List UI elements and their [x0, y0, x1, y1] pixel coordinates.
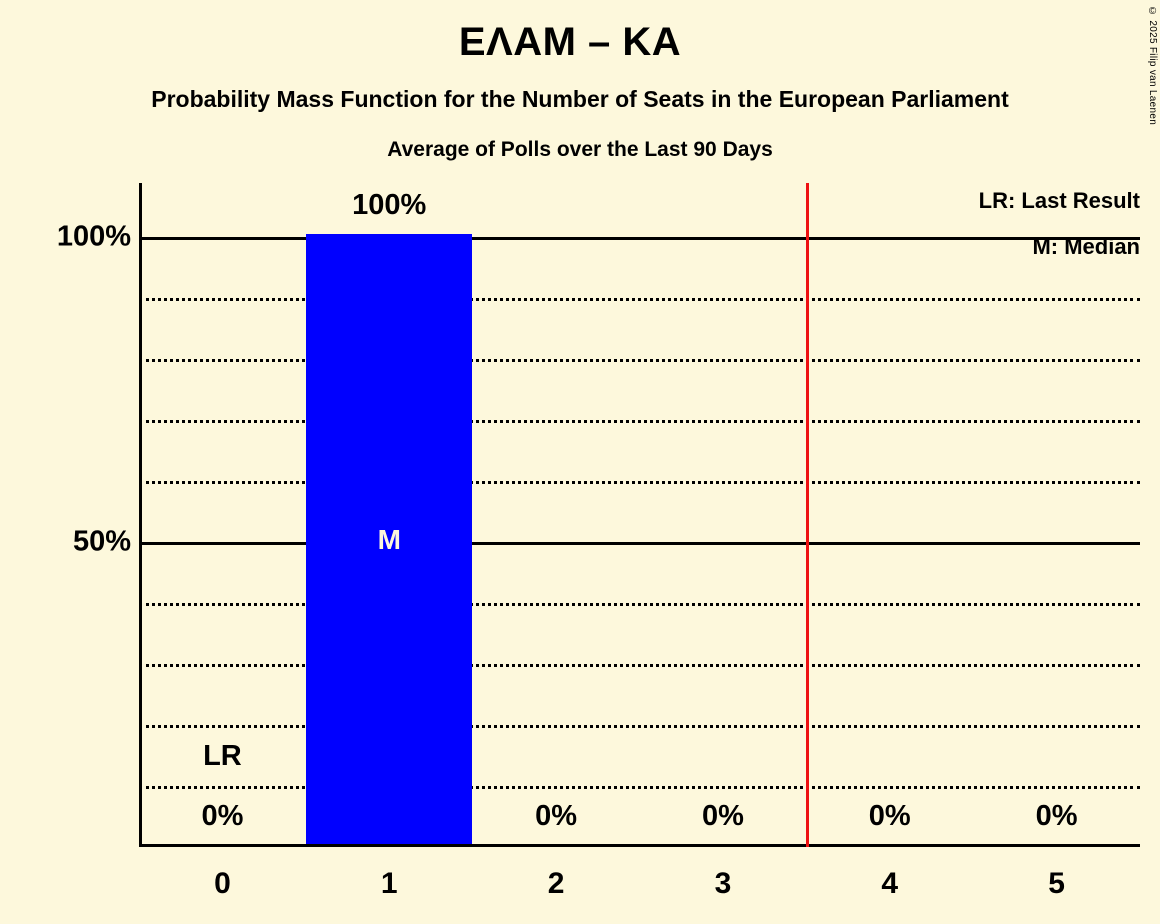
gridline-minor [139, 786, 1140, 789]
gridline-major [139, 237, 1140, 240]
y-axis-line [139, 183, 142, 847]
legend-entry: M: Median [1032, 234, 1140, 259]
gridline-minor [139, 603, 1140, 606]
x-axis-tick-label: 5 [1048, 867, 1065, 900]
gridline-minor [139, 725, 1140, 728]
last-result-vertical-line [806, 183, 810, 847]
gridline-minor [139, 664, 1140, 667]
y-axis-tick-label: 100% [56, 220, 131, 253]
bar-value-label: 0% [1035, 800, 1078, 832]
x-axis-tick-label: 0 [214, 867, 231, 900]
chart-title: ΕΛΑΜ – ΚΑ [458, 20, 682, 64]
chart-subtitle-secondary: Average of Polls over the Last 90 Days [387, 138, 773, 161]
gridline-minor [139, 420, 1140, 423]
y-axis-tick-label: 50% [72, 525, 131, 558]
x-axis-tick-label: 2 [547, 867, 565, 900]
x-axis-tick-label: 3 [714, 867, 732, 900]
gridline-minor [139, 359, 1140, 362]
bar[interactable]: M [306, 234, 473, 844]
x-axis-tick-label: 1 [380, 867, 398, 900]
gridline-minor [139, 481, 1140, 484]
x-axis-tick-label: 4 [881, 867, 899, 900]
bar-value-label: 0% [701, 800, 744, 832]
x-axis-line [139, 844, 1140, 847]
bar-value-label: 0% [868, 800, 911, 832]
median-marker-label: M [377, 524, 401, 555]
copyright-notice: © 2025 Filip van Laenen [1147, 6, 1158, 126]
bar-value-label: 0% [201, 800, 244, 832]
bar-value-label: 0% [535, 800, 578, 832]
last-result-marker-label: LR [203, 740, 242, 772]
plot-area: 0% M 100% 0% 0% 0% 0% LR [139, 183, 1140, 847]
gridline-major [139, 542, 1140, 545]
bar-value-label: 100% [352, 189, 427, 221]
chart-subtitle: Probability Mass Function for the Number… [151, 86, 1009, 112]
gridline-minor [139, 298, 1140, 301]
legend-entry: LR: Last Result [978, 188, 1140, 213]
